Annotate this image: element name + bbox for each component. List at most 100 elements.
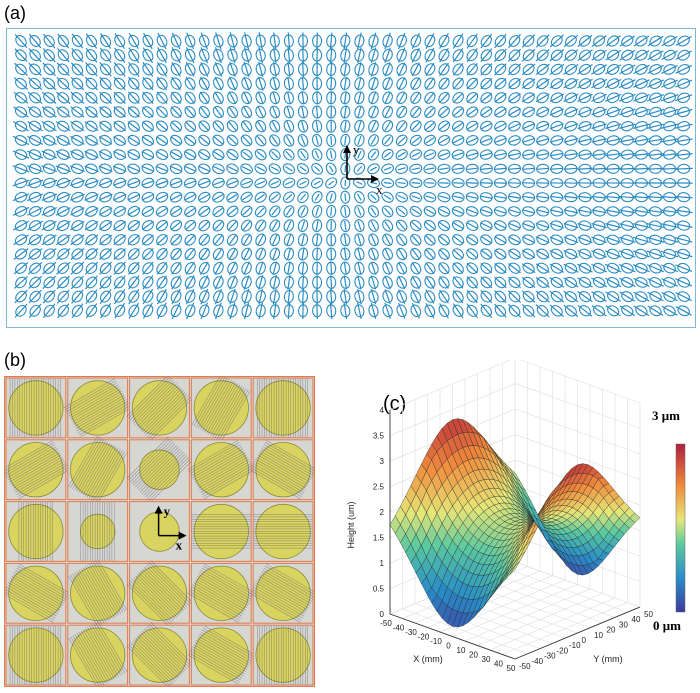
field-marker bbox=[534, 105, 551, 120]
field-marker bbox=[225, 190, 240, 204]
field-marker bbox=[168, 133, 184, 148]
field-marker bbox=[312, 47, 321, 63]
field-marker bbox=[155, 177, 170, 190]
field-marker bbox=[534, 233, 551, 247]
field-marker bbox=[367, 61, 380, 78]
field-marker bbox=[367, 119, 380, 134]
field-marker bbox=[549, 219, 565, 232]
field-marker bbox=[409, 163, 423, 174]
field-marker bbox=[646, 247, 666, 261]
field-marker bbox=[54, 273, 73, 292]
field-marker bbox=[479, 219, 494, 232]
field-marker bbox=[479, 149, 493, 161]
field-marker bbox=[617, 260, 637, 276]
field-marker bbox=[550, 192, 565, 203]
field-marker bbox=[54, 245, 73, 263]
field-marker bbox=[674, 302, 694, 319]
field-marker bbox=[408, 288, 423, 306]
field-marker bbox=[477, 46, 495, 65]
field-marker bbox=[111, 103, 129, 120]
micrograph-tile bbox=[127, 561, 192, 626]
field-marker bbox=[380, 147, 395, 162]
field-marker bbox=[576, 219, 593, 232]
field-marker bbox=[83, 204, 101, 219]
field-marker bbox=[493, 134, 508, 147]
field-marker bbox=[451, 233, 466, 248]
field-marker bbox=[604, 233, 623, 247]
field-marker bbox=[619, 178, 635, 187]
field-marker bbox=[111, 259, 129, 277]
field-marker bbox=[54, 132, 73, 148]
field-marker bbox=[394, 31, 409, 50]
field-marker bbox=[661, 192, 679, 202]
field-marker bbox=[394, 204, 409, 219]
micrograph-tile bbox=[6, 502, 66, 562]
field-marker bbox=[549, 134, 565, 146]
field-marker bbox=[452, 164, 465, 175]
field-marker bbox=[182, 218, 197, 233]
field-marker bbox=[68, 204, 86, 219]
field-marker bbox=[660, 47, 680, 64]
field-marker bbox=[296, 204, 309, 219]
field-marker bbox=[437, 232, 452, 247]
field-marker bbox=[604, 105, 623, 119]
field-marker bbox=[54, 147, 72, 162]
field-marker bbox=[367, 218, 380, 233]
field-marker bbox=[477, 31, 495, 51]
field-marker bbox=[253, 147, 268, 162]
field-marker bbox=[423, 148, 438, 161]
field-marker bbox=[326, 134, 336, 147]
field-marker bbox=[631, 90, 651, 105]
colorbar-min-label: 0 μm bbox=[653, 618, 681, 633]
field-marker bbox=[168, 89, 184, 106]
field-marker bbox=[326, 302, 336, 319]
field-marker bbox=[492, 90, 509, 106]
field-marker bbox=[381, 105, 395, 120]
field-marker bbox=[25, 132, 45, 148]
field-marker bbox=[465, 119, 480, 133]
field-marker bbox=[11, 190, 31, 205]
field-marker bbox=[381, 119, 395, 134]
field-marker bbox=[197, 232, 212, 248]
field-marker bbox=[139, 245, 156, 262]
field-marker bbox=[240, 61, 253, 78]
field-marker bbox=[183, 177, 197, 190]
z-tick-label: 4 bbox=[380, 406, 385, 415]
field-marker bbox=[311, 133, 323, 147]
field-marker bbox=[603, 46, 623, 63]
field-marker bbox=[253, 177, 267, 190]
field-marker bbox=[139, 287, 156, 307]
field-marker bbox=[125, 218, 142, 234]
field-marker bbox=[82, 287, 100, 307]
field-marker bbox=[436, 246, 451, 262]
field-marker bbox=[422, 133, 437, 147]
field-marker bbox=[225, 177, 239, 190]
field-marker bbox=[575, 61, 595, 78]
field-marker bbox=[674, 206, 693, 217]
micrograph-tile bbox=[64, 378, 132, 438]
field-marker bbox=[547, 302, 566, 321]
field-marker bbox=[139, 232, 156, 248]
field-marker bbox=[126, 176, 142, 189]
field-marker bbox=[68, 45, 86, 65]
field-marker bbox=[408, 218, 423, 233]
field-marker bbox=[520, 105, 537, 120]
field-marker bbox=[182, 246, 198, 263]
field-marker bbox=[550, 164, 564, 174]
field-marker bbox=[225, 246, 239, 262]
field-marker bbox=[477, 287, 495, 305]
field-marker bbox=[450, 60, 467, 78]
field-marker bbox=[494, 192, 507, 203]
field-marker bbox=[646, 206, 664, 217]
field-marker bbox=[283, 76, 294, 91]
field-marker bbox=[126, 162, 142, 175]
field-marker bbox=[522, 178, 535, 187]
field-marker bbox=[492, 75, 510, 92]
field-marker bbox=[197, 287, 212, 306]
field-marker bbox=[125, 232, 142, 249]
field-marker bbox=[422, 75, 437, 92]
field-marker bbox=[340, 261, 351, 275]
field-marker bbox=[154, 245, 171, 262]
field-marker bbox=[11, 118, 31, 135]
